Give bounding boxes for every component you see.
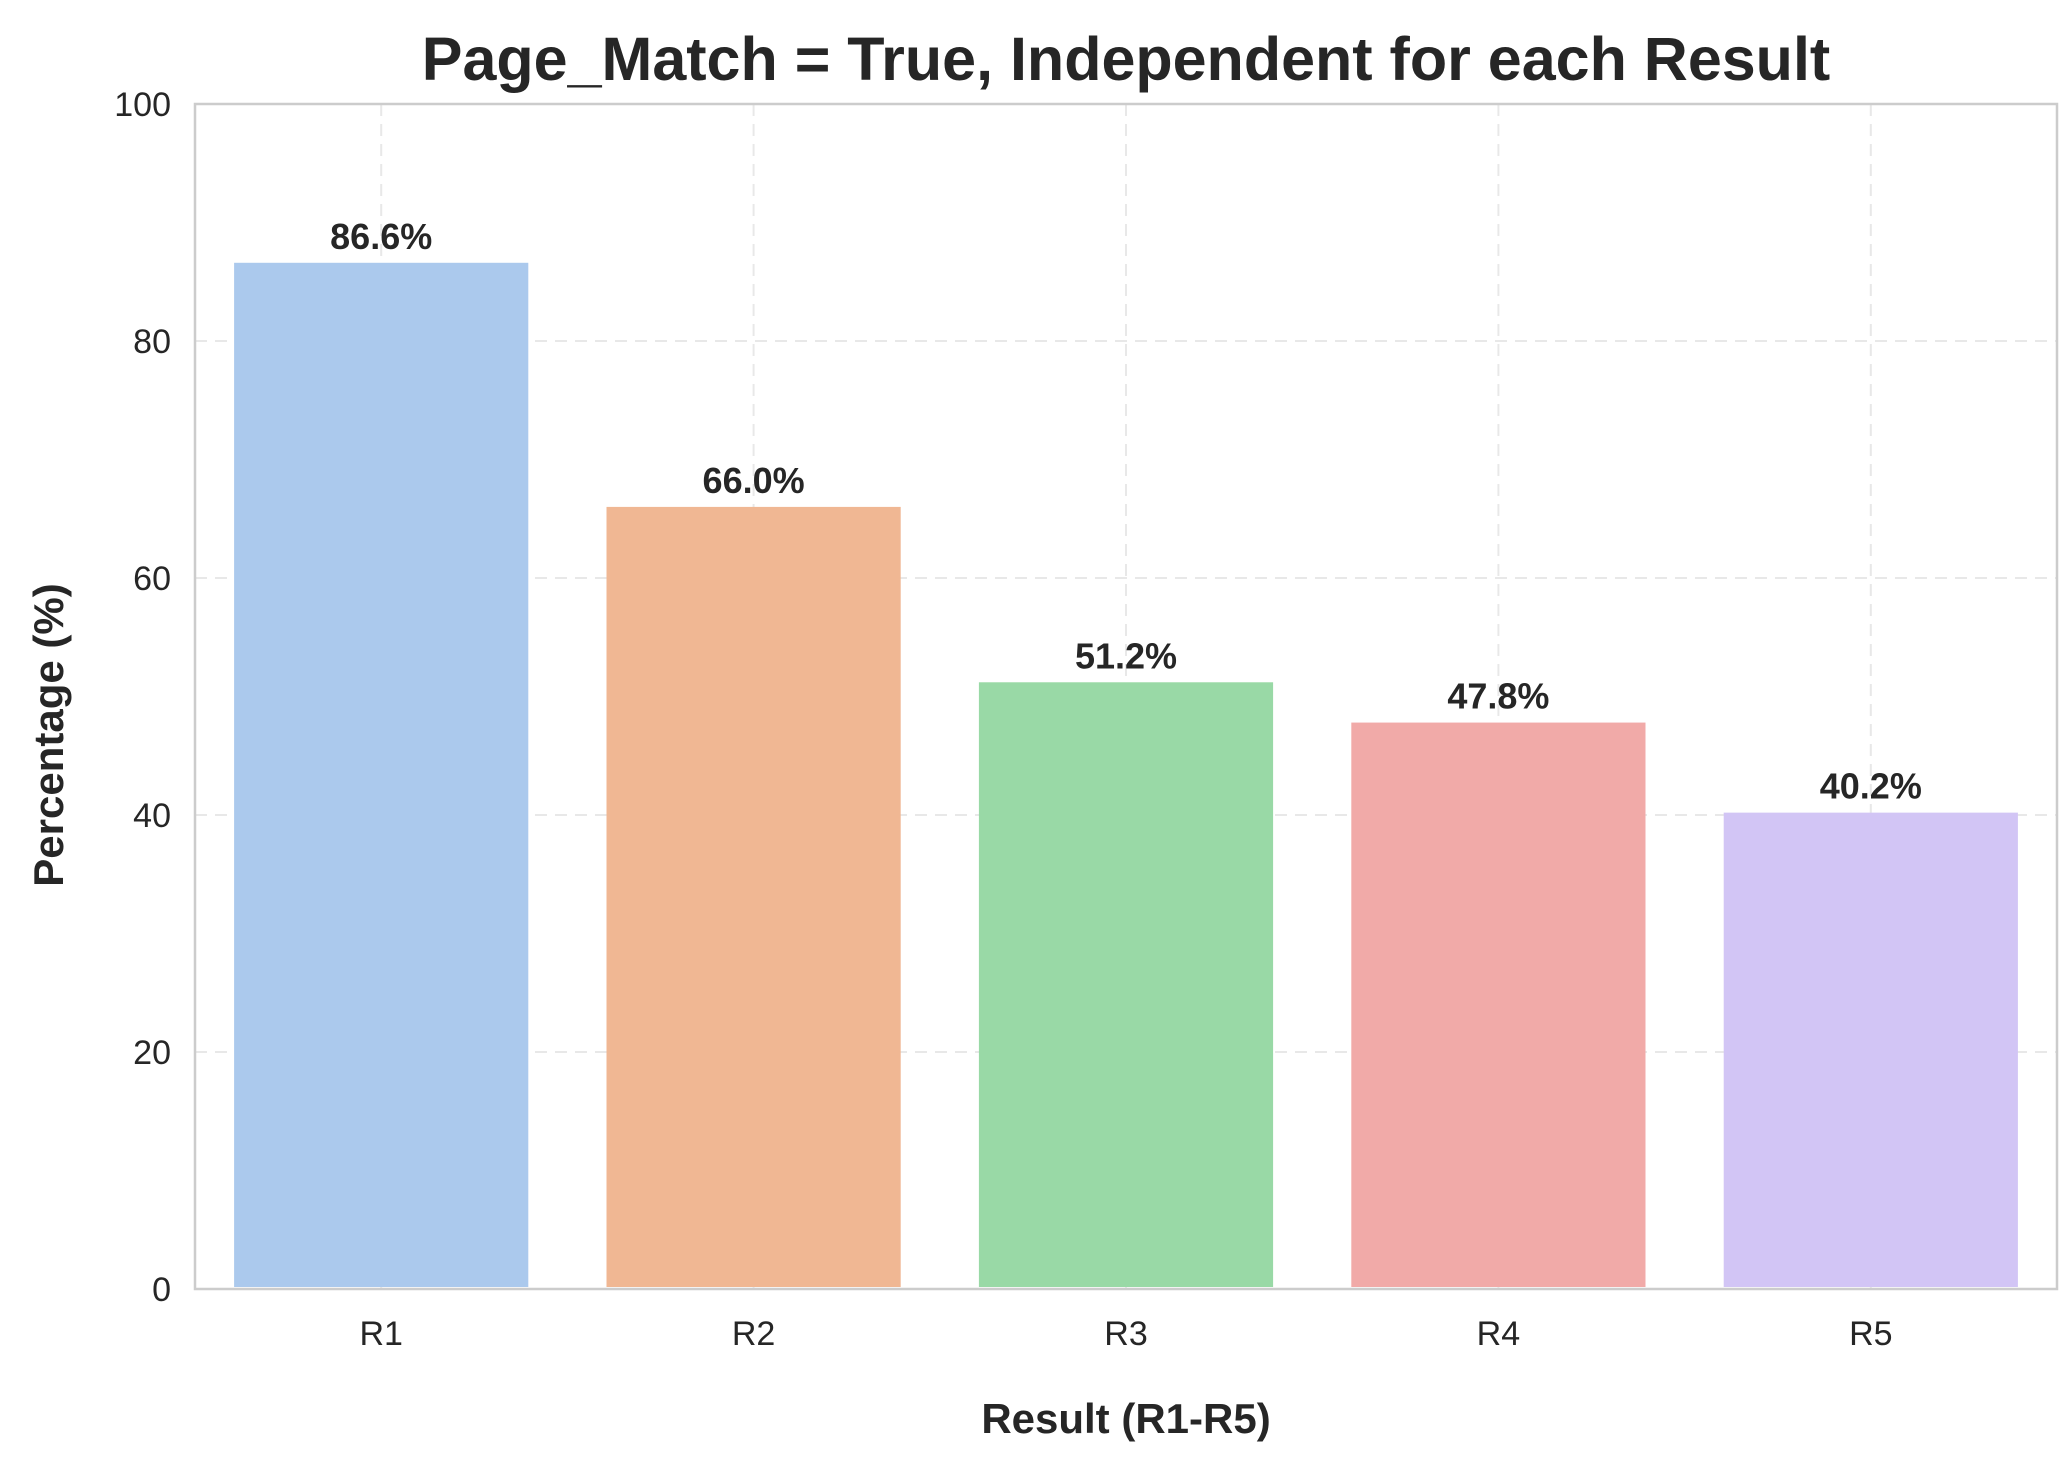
bar-r4 <box>1351 722 1646 1287</box>
plot-frame <box>193 102 2059 1291</box>
x-tick-label-r1: R1 <box>359 1315 402 1353</box>
bars <box>234 262 2018 1287</box>
y-tick-label: 20 <box>133 1034 171 1072</box>
x-axis-ticks: R1 R2 R3 R4 R5 <box>359 1315 1892 1353</box>
data-label-r5: 40.2% <box>1820 766 1922 807</box>
data-labels: 86.6% 66.0% 51.2% 47.8% 40.2% <box>330 216 1922 807</box>
y-axis-label: Percentage (%) <box>25 583 72 886</box>
data-label-r2: 66.0% <box>703 460 805 501</box>
bar-r5 <box>1723 812 2018 1287</box>
y-tick-label: 0 <box>152 1271 171 1309</box>
y-axis-ticks: 0 20 40 60 80 100 <box>114 86 171 1309</box>
y-tick-label: 60 <box>133 560 171 598</box>
x-tick-label-r3: R3 <box>1104 1315 1147 1353</box>
y-tick-label: 100 <box>114 86 171 124</box>
chart-title: Page_Match = True, Independent for each … <box>422 25 1830 93</box>
x-axis-label: Result (R1-R5) <box>981 1395 1270 1442</box>
bar-r2 <box>606 506 901 1287</box>
y-tick-label: 40 <box>133 797 171 835</box>
bar-r1 <box>234 262 529 1287</box>
data-label-r4: 47.8% <box>1447 676 1549 717</box>
x-tick-label-r2: R2 <box>732 1315 775 1353</box>
y-tick-label: 80 <box>133 323 171 361</box>
data-label-r3: 51.2% <box>1075 635 1177 676</box>
x-tick-label-r5: R5 <box>1849 1315 1892 1353</box>
x-tick-label-r4: R4 <box>1477 1315 1520 1353</box>
bar-r3 <box>978 682 1274 1287</box>
data-label-r1: 86.6% <box>330 216 432 257</box>
